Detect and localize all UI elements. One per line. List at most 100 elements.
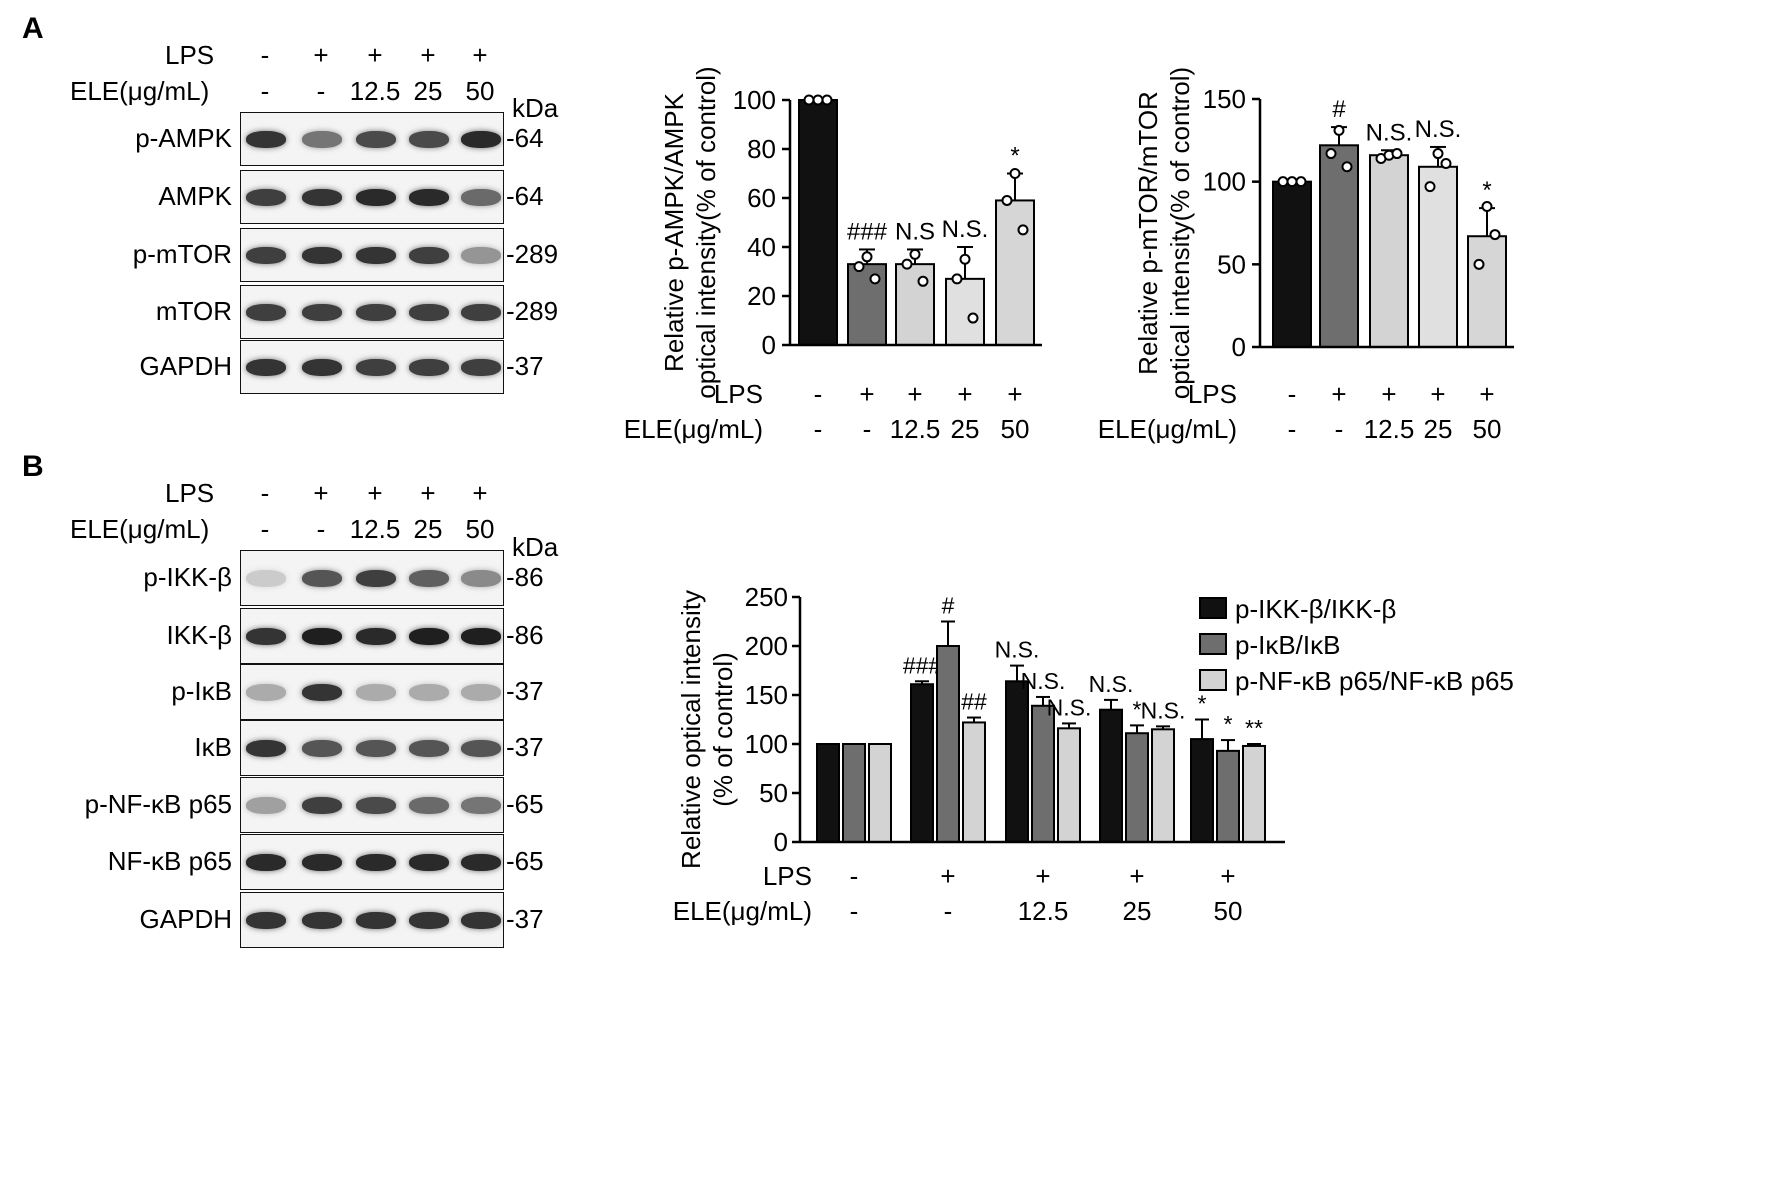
blot-kda: -37 — [506, 904, 544, 934]
blot-strip — [240, 170, 504, 224]
x-ele-value: 25 — [1424, 414, 1453, 444]
lane-lps-1: + — [313, 478, 329, 508]
blot-b-ele-label: ELE(μg/mL) — [70, 514, 210, 544]
blot-label: p-IKK-β — [143, 562, 232, 592]
blot-band — [461, 853, 501, 871]
legend-label: p-IKK-β/IKK-β — [1235, 594, 1396, 624]
blot-band — [246, 569, 286, 587]
blot-a-lps-label: LPS — [165, 40, 215, 70]
blot-band — [302, 188, 342, 206]
x-lps-label: LPS — [714, 379, 763, 409]
blot-label: p-NF-κB p65 — [84, 789, 232, 819]
lane-lps-2: + — [367, 40, 383, 70]
blot-band — [356, 683, 396, 701]
significance-label: ### — [847, 218, 888, 245]
blot-label: GAPDH — [139, 351, 232, 381]
panel-label-b: B — [22, 450, 44, 483]
x-lps-value: - — [1288, 379, 1297, 409]
x-lps-value: - — [850, 861, 859, 891]
y-tick-label: 50 — [1217, 249, 1246, 279]
data-point — [951, 273, 963, 285]
bar — [842, 743, 866, 843]
x-ele-value: 12.5 — [1364, 414, 1415, 444]
blot-strip — [240, 834, 504, 890]
blot-strip — [240, 340, 504, 394]
bar — [1151, 728, 1175, 843]
y-tick-label: 0 — [1232, 332, 1246, 362]
significance-label: N.S — [895, 218, 935, 245]
blot-strip — [240, 777, 504, 833]
data-point — [1432, 148, 1444, 160]
y-tick-label: 20 — [747, 281, 776, 311]
lane-ele-2: 12.5 — [349, 514, 401, 544]
blot-band — [356, 188, 396, 206]
blot-band — [246, 853, 286, 871]
blot-band — [461, 627, 501, 645]
x-ele-value: 50 — [1214, 896, 1243, 926]
lane-ele-2: 12.5 — [349, 76, 401, 106]
blot-band — [461, 739, 501, 757]
blot-band — [356, 796, 396, 814]
y-tick-label: 40 — [747, 232, 776, 262]
significance-label: N.S. — [1047, 694, 1092, 720]
bar — [895, 263, 935, 346]
lane-ele-0: - — [260, 514, 270, 544]
blot-band — [461, 569, 501, 587]
blot-band — [356, 358, 396, 376]
lane-ele-1: - — [316, 514, 326, 544]
lane-ele-3: 25 — [413, 514, 443, 544]
blot-band — [461, 358, 501, 376]
data-point — [1440, 157, 1452, 169]
significance-label: N.S. — [942, 216, 989, 243]
blot-band — [409, 796, 449, 814]
blot-band — [246, 796, 286, 814]
x-lps-label: LPS — [1188, 379, 1237, 409]
bar — [1057, 727, 1081, 844]
x-lps-value: + — [1430, 379, 1445, 409]
blot-band — [409, 188, 449, 206]
x-lps-value: + — [907, 379, 922, 409]
blot-band — [409, 683, 449, 701]
significance-label: * — [1133, 696, 1142, 722]
significance-label: * — [1010, 143, 1019, 170]
blot-band — [302, 303, 342, 321]
x-ele-value: - — [850, 896, 859, 926]
x-ele-value: - — [863, 414, 872, 444]
blot-a-kda-label: kDa — [512, 93, 559, 123]
x-ele-value: - — [944, 896, 953, 926]
blot-label: IκB — [194, 732, 232, 762]
significance-label: ## — [961, 689, 987, 715]
blot-band — [302, 358, 342, 376]
x-lps-value: + — [1220, 861, 1235, 891]
blot-label: p-mTOR — [132, 239, 232, 269]
blot-band — [302, 739, 342, 757]
x-ele-value: - — [1288, 414, 1297, 444]
blot-band — [246, 246, 286, 264]
blot-band — [356, 627, 396, 645]
blot-band — [302, 246, 342, 264]
y-axis-label: optical intensity(% of control) — [1165, 67, 1195, 399]
blot-band — [356, 246, 396, 264]
blot-band — [409, 627, 449, 645]
y-tick-label: 150 — [745, 680, 788, 710]
y-axis-label: optical intensity(% of control) — [691, 66, 721, 398]
blot-strip — [240, 550, 504, 606]
data-point — [1295, 176, 1307, 188]
bar — [816, 743, 840, 843]
blot-label: AMPK — [158, 181, 232, 211]
bar — [1467, 235, 1507, 348]
data-point — [861, 251, 873, 263]
y-tick-label: 0 — [774, 827, 788, 857]
data-point — [1473, 258, 1485, 270]
lane-ele-0: - — [260, 76, 270, 106]
blot-band — [409, 246, 449, 264]
blot-label: IKK-β — [166, 620, 232, 650]
blot-band — [409, 358, 449, 376]
legend-label: p-NF-κB p65/NF-κB p65 — [1235, 666, 1514, 696]
bar — [1272, 180, 1312, 348]
legend-swatch — [1199, 633, 1227, 655]
x-ele-value: 25 — [951, 414, 980, 444]
blot-label: p-IκB — [171, 676, 232, 706]
x-ele-value: 12.5 — [890, 414, 941, 444]
bar — [1242, 744, 1266, 844]
